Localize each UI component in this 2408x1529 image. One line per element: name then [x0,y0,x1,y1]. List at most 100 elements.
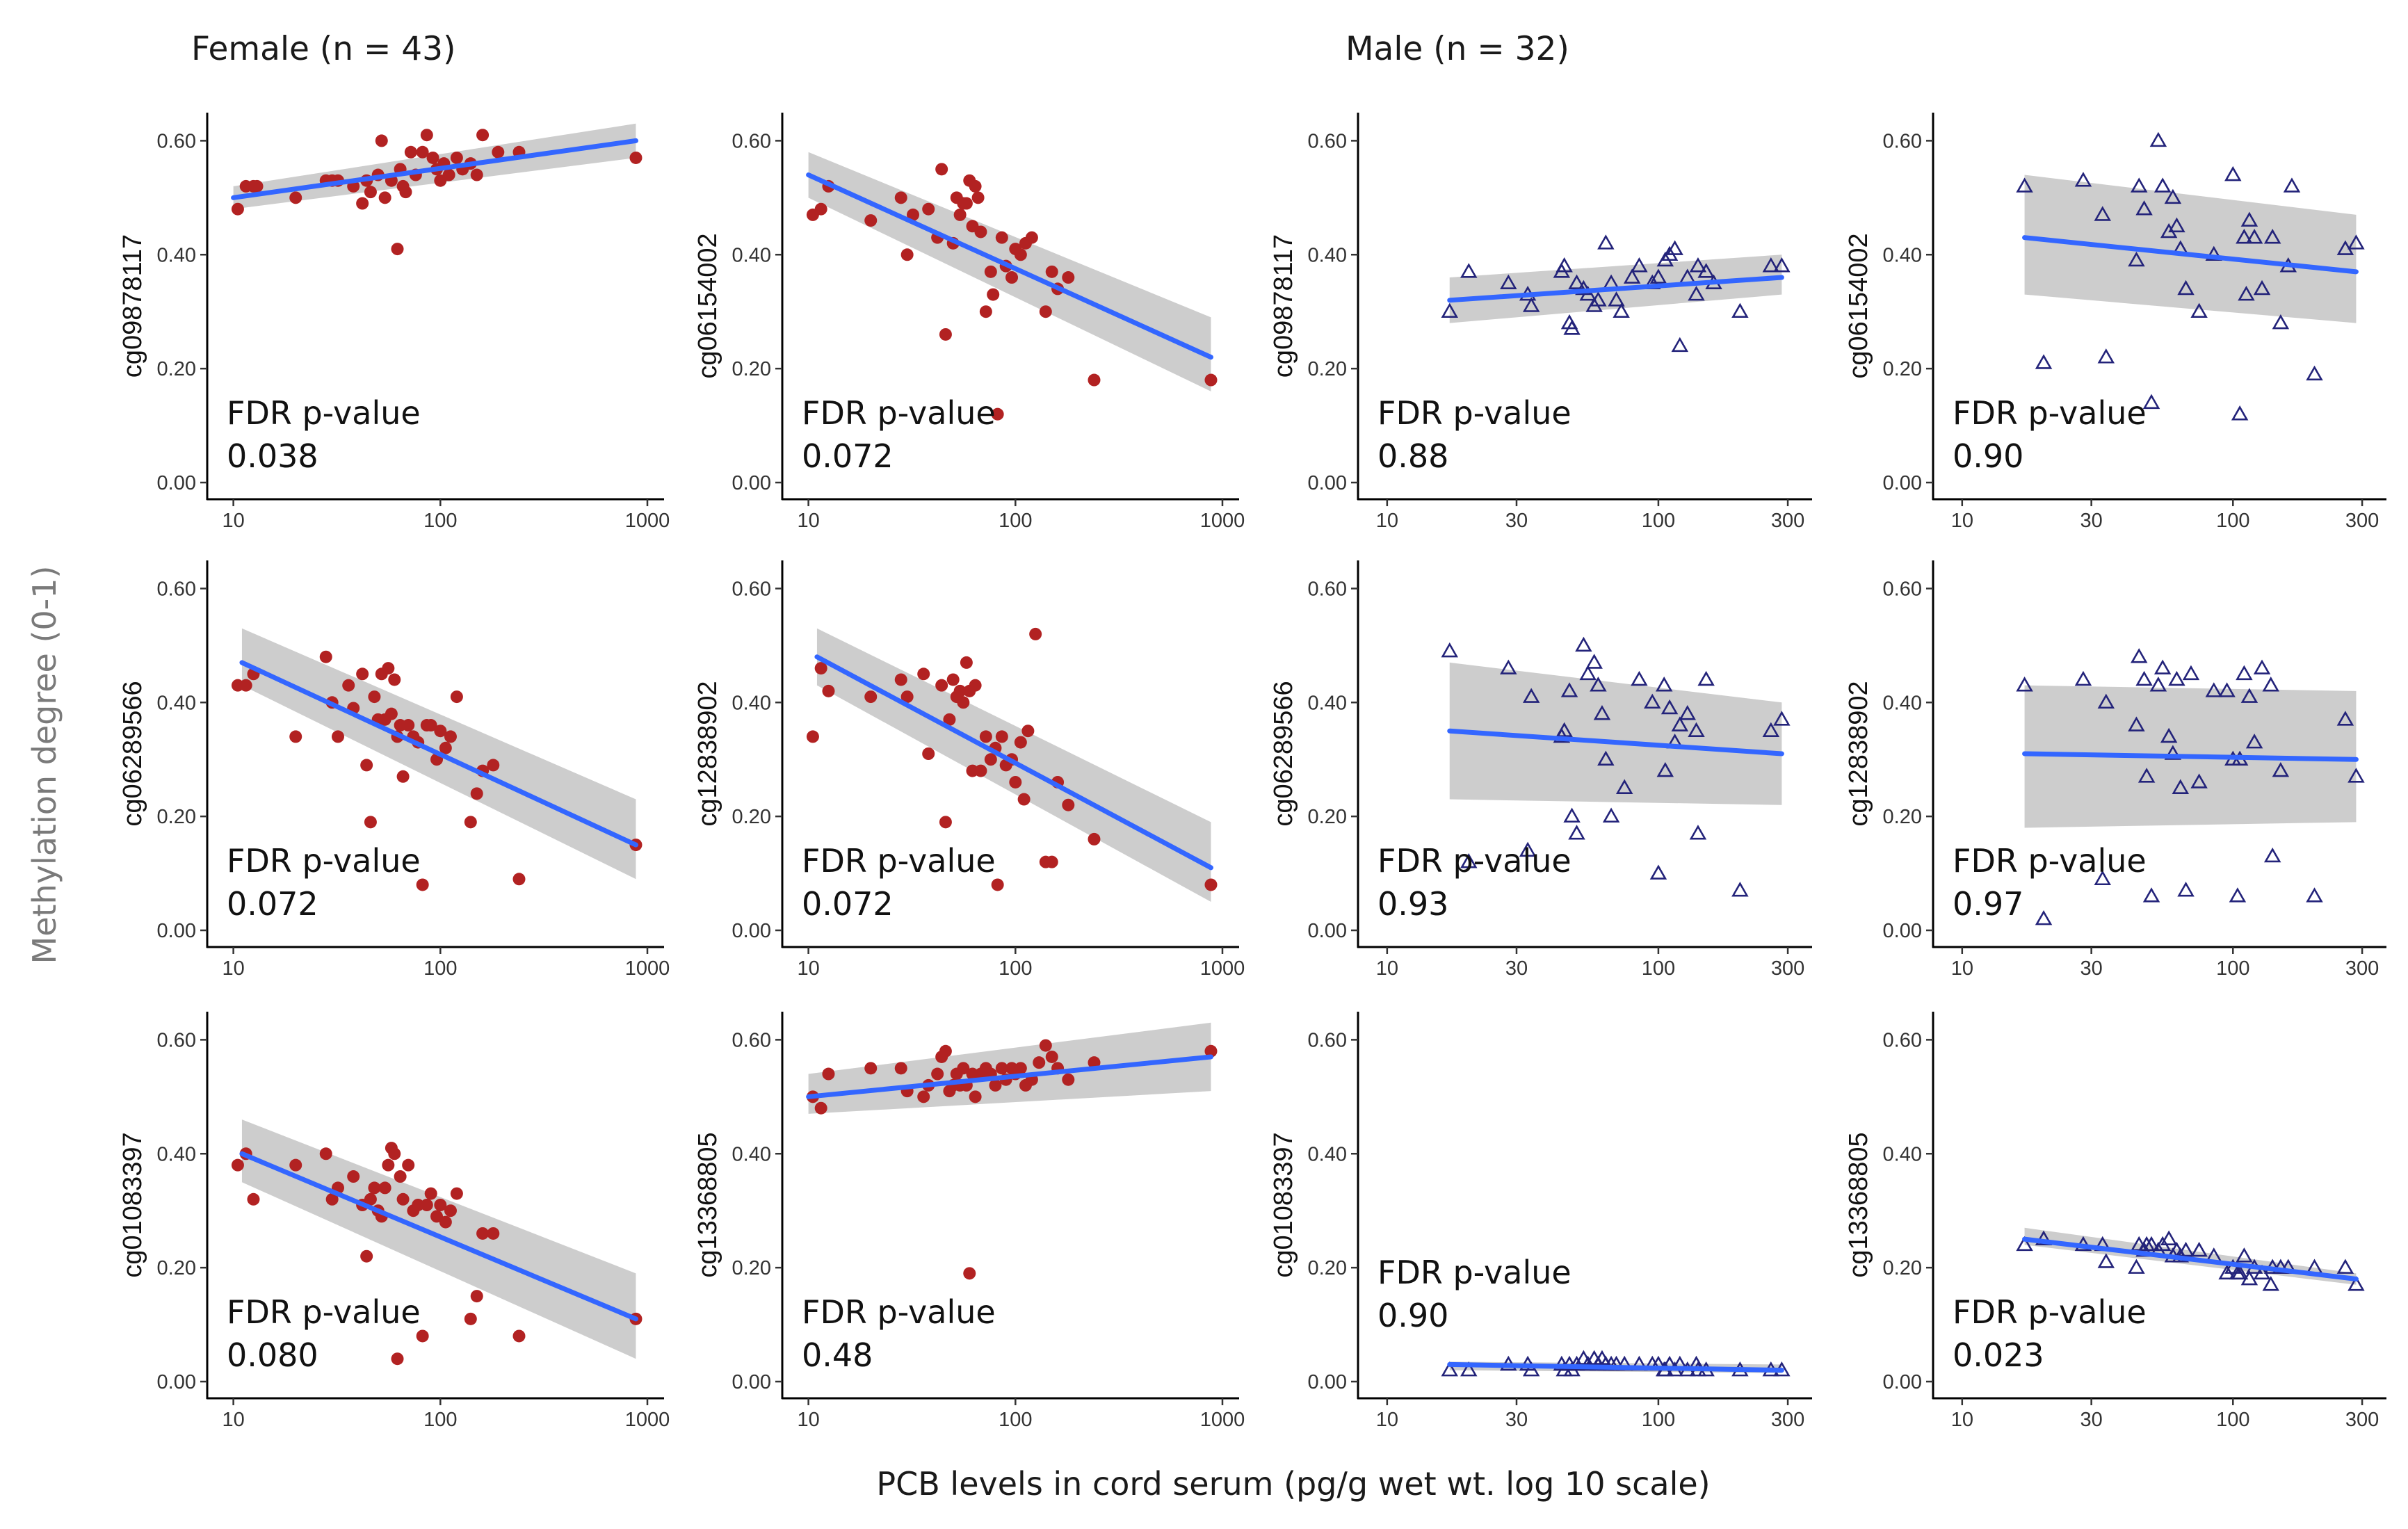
x-tick-label: 10 [222,510,244,532]
panel-y-label: cg12838902 [693,681,722,826]
data-point [2262,1276,2279,1291]
fit-line [239,660,638,848]
data-point [2135,670,2153,686]
y-axis-title: Methylation degree (0-1) [26,566,63,964]
data-point [1522,297,1540,312]
x-tick-label: 100 [423,1409,457,1431]
data-point [894,191,907,204]
fit-line [2022,1236,2359,1282]
data-point [969,179,982,193]
panel-y-label: cg13368805 [1844,1132,1873,1277]
data-point [1563,807,1581,823]
x-tick-label: 300 [2345,957,2379,980]
data-point [2306,365,2323,381]
fdr-label: FDR p-value [1377,842,1571,880]
data-point [1500,659,1517,674]
data-point [943,713,956,726]
data-point [420,129,433,142]
y-tick-label: 0.60 [1883,130,1922,152]
data-point [2190,302,2208,318]
y-tick-label: 0.00 [732,920,771,942]
y-tick-label: 0.20 [1308,358,1347,380]
y-tick-label: 0.60 [157,130,196,152]
data-point [396,1192,410,1206]
data-point [2135,200,2153,216]
data-point [2336,1259,2354,1274]
data-point [404,145,417,159]
data-point [917,668,930,681]
data-point [364,1192,377,1206]
data-point [1062,798,1075,811]
data-point [2168,670,2185,686]
data-point [906,208,919,221]
data-point [2306,887,2323,903]
data-point [2348,1276,2365,1291]
y-tick-label: 0.40 [1308,692,1347,714]
data-point [2128,1259,2145,1274]
data-point [989,1078,1002,1092]
data-point [368,690,381,704]
data-point [1460,853,1478,868]
data-point [1555,722,1573,738]
data-point [2245,229,2263,244]
data-point [960,197,973,210]
data-point [957,696,970,709]
fdr-value: 0.072 [802,437,894,475]
data-point [2097,1253,2115,1268]
data-point [289,730,302,743]
data-point [2238,285,2255,301]
panel-male-cg09878117: 0.00 0.20 0.40 0.60 10 30 100 300 cg09878117 FDR … [1269,113,1812,532]
data-point [391,1352,404,1366]
data-point [2218,682,2236,697]
data-point [1088,373,1101,387]
female-group-title: Female (n = 43) [191,30,455,68]
data-point [2231,405,2249,421]
data-point [2094,870,2112,886]
fdr-value: 0.88 [1377,437,1448,475]
data-point [946,673,960,686]
data-point [325,1192,339,1206]
data-point [814,662,827,675]
data-point [434,1199,447,1211]
data-point [1688,722,1705,738]
data-point [984,753,997,766]
fdr-label: FDR p-value [802,1293,996,1331]
x-tick-label: 10 [1376,957,1398,980]
data-point [1688,285,1705,301]
data-point [1039,1039,1052,1052]
x-tick-label: 300 [2345,1409,2379,1431]
data-point [231,1158,244,1172]
data-point [382,662,395,675]
x-tick-label: 1000 [625,510,670,532]
data-point [1649,864,1667,880]
data-point [2128,251,2145,267]
data-point [2236,229,2253,244]
data-point [957,1062,970,1075]
fit-line [231,138,638,200]
data-point [2138,768,2156,783]
data-point [864,1062,878,1075]
y-tick-label: 0.00 [1308,920,1347,942]
x-tick-label: 1000 [1200,1409,1245,1431]
data-point [2149,131,2167,147]
data-point [1773,711,1791,726]
y-tick-label: 0.20 [1308,806,1347,828]
y-tick-label: 0.00 [732,1371,771,1393]
data-point [1593,705,1611,720]
data-point [2164,188,2182,204]
x-tick-label: 100 [1642,957,1675,980]
y-tick-label: 0.40 [1883,692,1922,714]
x-tick-label: 100 [2216,510,2249,532]
data-point [2348,768,2365,783]
data-point [1204,1044,1218,1058]
data-point [2142,394,2160,410]
data-point [2130,648,2148,663]
data-point [512,873,526,886]
panel-female-cg06154002: 0.00 0.20 0.40 0.60 10 100 1000 cg06154002 FDR p… [693,113,1245,532]
data-point [402,719,415,732]
data-point [2190,773,2208,788]
data-point [231,202,244,216]
data-point [2205,245,2223,261]
data-point [1631,257,1648,273]
data-point [917,1090,930,1103]
